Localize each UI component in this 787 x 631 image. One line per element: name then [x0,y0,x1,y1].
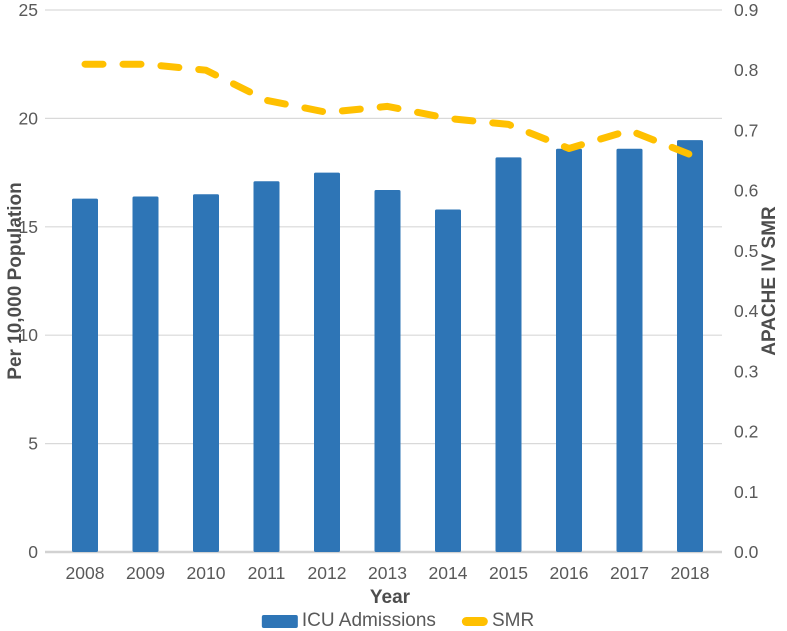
right-axis-tick-label: 0.4 [734,301,759,321]
left-axis-tick-label: 20 [19,108,39,128]
x-axis-tick-label-2012: 2012 [308,563,347,583]
right-axis-tick-label: 0.0 [734,542,759,562]
bar-2008 [72,198,98,552]
right-axis-tick-label: 0.8 [734,60,758,80]
left-axis-tick-label: 15 [19,217,38,237]
x-axis-title: Year [369,587,411,608]
right-axis-tick-label: 0.9 [734,0,758,20]
left-axis-tick-label: 10 [19,325,39,345]
x-axis-tick-label-2016: 2016 [550,563,589,583]
bar-2013 [374,189,401,552]
x-axis-tick-label-2015: 2015 [489,563,528,583]
x-axis-tick-label-2011: 2011 [248,563,286,583]
bar-series-swatch-icon [261,614,298,628]
bar-2018 [677,140,703,552]
right-axis-tick-label: 0.5 [734,241,758,261]
right-axis-title: APACHE IV SMR [759,206,780,356]
x-axis-tick-label-2009: 2009 [126,563,165,583]
x-axis-tick-label-2013: 2013 [368,563,407,583]
legend-item-icu-admissions: ICU Admissions [261,610,436,631]
bar-2016 [556,148,582,552]
bar-2009 [132,196,159,552]
bar-2017 [616,148,643,552]
x-axis-tick-label-2014: 2014 [429,563,468,583]
x-axis-tick-label-2018: 2018 [671,563,710,583]
legend: ICU Admissions SMR [261,610,535,631]
right-axis-tick-label: 0.3 [734,361,758,381]
smr-dashed-line [81,60,694,158]
bar-2010 [193,194,219,552]
bar-2014 [435,209,461,552]
dashed-line-swatch-icon [461,616,488,626]
right-axis-tick-label: 0.7 [734,120,758,140]
left-axis-tick-label: 0 [28,542,38,562]
x-axis-tick-label-2017: 2017 [610,563,649,583]
bar-2011 [253,181,280,552]
legend-label-smr: SMR [491,610,535,631]
left-axis-title: Per 10,000 Population [5,182,26,380]
legend-label-icu-admissions: ICU Admissions [301,610,436,631]
bar-2015 [495,157,522,552]
right-axis-tick-label: 0.2 [734,422,758,442]
right-axis-tick-label: 0.1 [734,482,758,502]
right-axis-tick-label: 0.6 [734,181,758,201]
x-axis-tick-label-2010: 2010 [187,563,226,583]
left-axis-tick-label: 5 [28,434,38,454]
x-axis-tick-label-2008: 2008 [66,563,105,583]
left-axis-tick-label: 25 [19,0,38,20]
legend-item-smr: SMR [461,610,535,631]
bar-2012 [314,172,340,552]
